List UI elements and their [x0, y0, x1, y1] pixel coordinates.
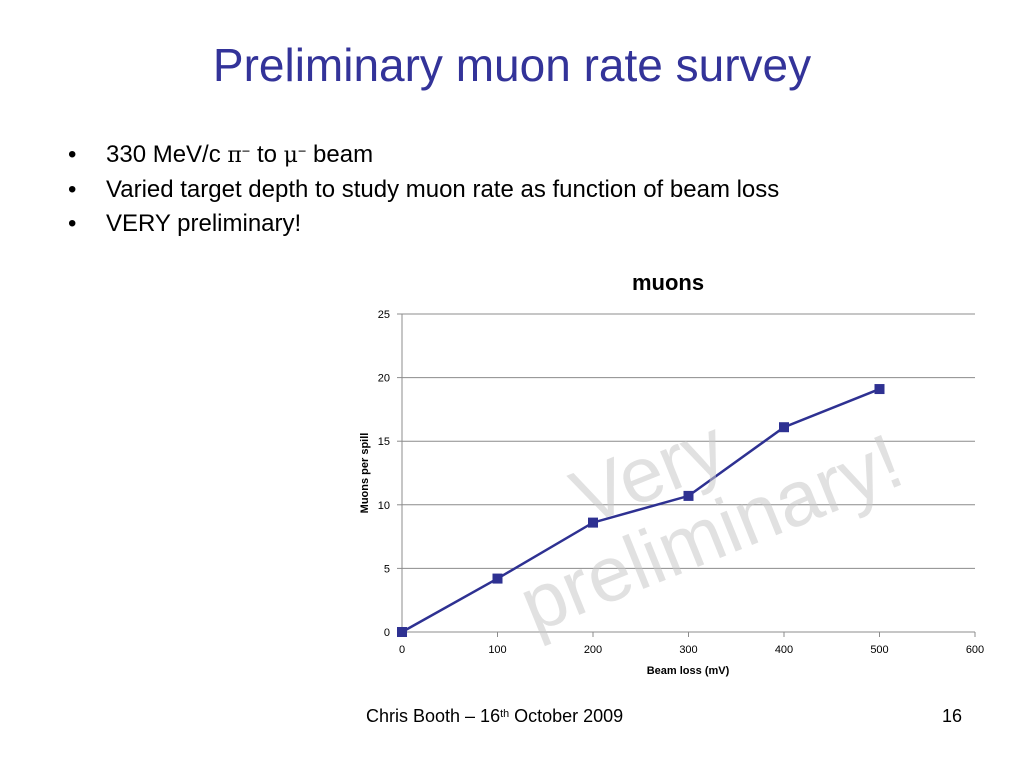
bullet-marker: •	[68, 210, 77, 237]
slide-title: Preliminary muon rate survey	[212, 39, 812, 91]
y-tick-label: 0	[384, 627, 390, 639]
data-point	[397, 627, 407, 637]
data-point	[874, 384, 885, 395]
bullet-item-preliminary: • VERY preliminary!	[68, 207, 779, 241]
x-tick-label: 500	[870, 644, 888, 656]
y-tick-label: 15	[378, 436, 390, 448]
x-tick-label: 0	[399, 644, 405, 656]
y-tick-label: 5	[384, 563, 390, 575]
chart-axes	[397, 313, 976, 637]
bullet-text-beam-post: beam	[306, 141, 374, 168]
data-point	[492, 573, 503, 584]
mu-symbol: μ	[283, 143, 298, 168]
bullet-text-preliminary: VERY preliminary!	[106, 210, 302, 237]
x-tick-label: 300	[679, 644, 697, 656]
series-muons	[397, 384, 885, 637]
bullet-text-target-depth: Varied target depth to study muon rate a…	[106, 176, 780, 203]
footer-text-sup: th	[500, 708, 510, 721]
pi-charge: −	[241, 143, 251, 160]
x-axis-label: Beam loss (mV)	[647, 665, 730, 677]
bullet-item-target-depth: • Varied target depth to study muon rate…	[68, 173, 779, 207]
pi-symbol: π	[227, 143, 242, 168]
footer-text-post: October 2009	[509, 706, 624, 726]
y-tick-label: 25	[378, 309, 390, 321]
data-point	[779, 422, 789, 433]
x-tick-label: 200	[584, 644, 602, 656]
watermark: Very preliminary!	[507, 401, 914, 648]
y-tick-labels: 0 5 10 15 20 25	[378, 309, 390, 639]
footer-text-pre: Chris Booth – 16	[366, 706, 501, 726]
chart-title: muons	[632, 270, 704, 295]
y-axis-label: Muons per spill	[359, 433, 371, 514]
data-point	[588, 517, 598, 528]
y-tick-label: 10	[378, 500, 390, 512]
x-tick-label: 400	[775, 644, 793, 656]
x-tick-label: 600	[966, 644, 984, 656]
x-tick-labels: 0 100 200 300 400 500 600	[399, 644, 984, 656]
footer-author-date: Chris Booth – 16th October 2009	[366, 706, 623, 727]
bullet-text-beam-to: to	[250, 141, 284, 168]
bullet-item-beam: • 330 MeV/c π− to μ− beam	[68, 138, 779, 173]
bullet-marker: •	[68, 141, 77, 168]
x-tick-label: 100	[488, 644, 506, 656]
data-point	[683, 490, 694, 501]
bullet-list: • 330 MeV/c π− to μ− beam • Varied targe…	[68, 138, 779, 241]
y-tick-label: 20	[378, 373, 390, 385]
bullet-text-beam-pre: 330 MeV/c	[106, 141, 228, 168]
series-line	[401, 387, 880, 634]
bullet-marker: •	[68, 176, 77, 203]
page-number: 16	[942, 706, 963, 726]
mu-charge: −	[297, 143, 307, 160]
chart-gridlines	[402, 313, 975, 569]
